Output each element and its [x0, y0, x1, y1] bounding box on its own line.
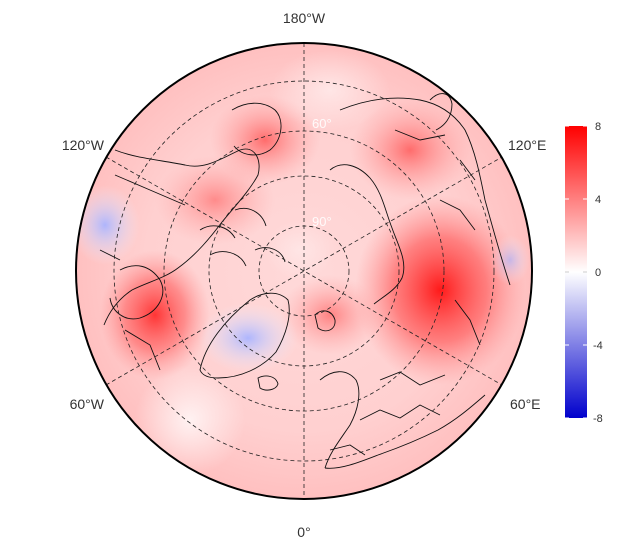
longitude-label-lower-right: 60°E	[510, 396, 541, 412]
map-boundary	[75, 42, 533, 500]
greenland-coast	[199, 292, 290, 379]
meridian-60e-120w	[105, 156, 503, 386]
colorbar-gradient	[565, 126, 587, 418]
iceland-coast	[257, 375, 279, 391]
west-canada-cool-anomaly	[76, 185, 140, 265]
scandinavia-coast	[319, 371, 360, 469]
siberia-north-coast	[329, 164, 405, 305]
siberia-warm-anomaly	[355, 195, 525, 385]
north-america-coast	[103, 148, 260, 326]
meridian-60w-120e	[105, 156, 503, 386]
far-east-cool-anomaly	[490, 235, 530, 285]
atlantic-pale-area	[135, 365, 245, 475]
lat-circle-outer	[113, 80, 495, 462]
colorbar-tick-label: -4	[593, 340, 603, 352]
latitude-label-90: 90°	[312, 214, 332, 229]
pacific-pale-area	[270, 50, 390, 130]
longitude-label-upper-left: 120°W	[62, 137, 105, 153]
east-siberia-warm-anomaly	[350, 100, 470, 200]
arctic-archipelago	[199, 207, 286, 267]
central-pale-area	[265, 220, 335, 280]
colorbar: 8 4 0 -4 -8	[565, 121, 603, 425]
longitude-label-bottom: 0°	[297, 524, 310, 540]
svalbard-warm-anomaly	[280, 275, 380, 355]
baffin-warm-anomaly	[100, 250, 210, 380]
canada-warm-anomaly	[155, 155, 275, 245]
svalbard-coast	[314, 310, 336, 332]
eurasia-borders	[329, 129, 481, 456]
europe-coast	[324, 394, 486, 469]
longitude-label-upper-right: 120°E	[508, 137, 546, 153]
alaska-coast	[231, 102, 282, 156]
longitude-label-top: 180°W	[283, 10, 326, 26]
colorbar-tick-label: 0	[595, 267, 601, 279]
colorbar-tick-label: -8	[593, 413, 603, 425]
graticule	[105, 43, 503, 499]
colorbar-ticks	[565, 125, 587, 419]
north-america-borders	[99, 174, 186, 371]
anomaly-field	[76, 43, 532, 499]
coastlines	[99, 93, 511, 469]
siberia-coast	[339, 97, 511, 286]
kamchatka-coast	[429, 93, 453, 131]
hudson-bay-coast	[109, 265, 164, 320]
colorbar-tick-label: 8	[595, 121, 601, 133]
longitude-label-lower-left: 60°W	[70, 396, 105, 412]
colorbar-tick-label: 4	[595, 194, 601, 206]
latitude-label-60: 60°	[312, 116, 332, 131]
